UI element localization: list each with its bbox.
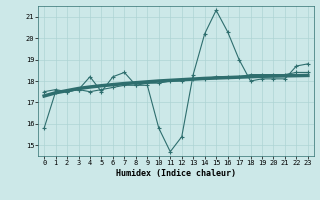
X-axis label: Humidex (Indice chaleur): Humidex (Indice chaleur) (116, 169, 236, 178)
